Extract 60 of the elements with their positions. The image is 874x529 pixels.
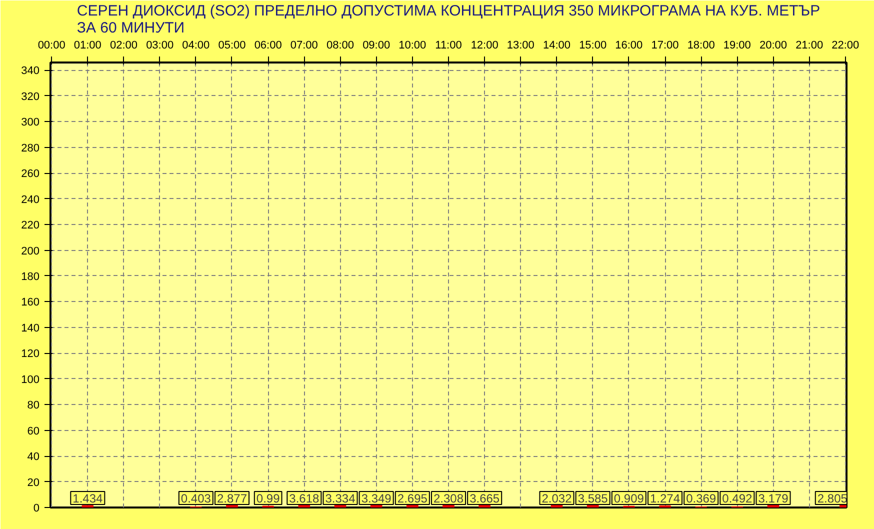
x-tick-label: 05:00 xyxy=(218,40,246,52)
y-tick-label: 160 xyxy=(21,296,40,309)
data-label: 0.369 xyxy=(686,492,716,506)
x-tick-label: 09:00 xyxy=(362,40,390,52)
x-tick-label: 18:00 xyxy=(687,40,715,52)
x-tick-label: 06:00 xyxy=(254,40,282,52)
data-label: 2.032 xyxy=(542,492,572,506)
data-label: 2.308 xyxy=(433,492,464,506)
x-tick-label: 15:00 xyxy=(579,40,607,52)
data-label: 3.179 xyxy=(758,492,789,506)
data-label: 0.492 xyxy=(722,492,753,506)
x-tick-label: 08:00 xyxy=(326,40,354,52)
y-tick-label: 300 xyxy=(21,116,40,129)
data-label: 1.434 xyxy=(72,492,104,506)
y-tick-label: 340 xyxy=(21,65,40,78)
x-tick-label: 16:00 xyxy=(615,40,643,52)
x-tick-label: 00:00 xyxy=(38,40,66,52)
x-tick-label: 14:00 xyxy=(542,40,571,52)
data-label: 0.99 xyxy=(256,492,280,506)
x-tick-label: 20:00 xyxy=(759,40,788,52)
x-tick-label: 11:00 xyxy=(435,40,462,52)
y-tick-label: 20 xyxy=(27,476,40,489)
data-label: 3.618 xyxy=(289,492,320,506)
data-label: 0.403 xyxy=(180,492,212,506)
y-tick-label: 200 xyxy=(21,245,40,258)
data-label: 0.909 xyxy=(614,492,644,506)
data-label: 3.665 xyxy=(470,492,500,506)
y-tick-label: 320 xyxy=(21,90,40,103)
y-tick-label: 120 xyxy=(21,348,40,360)
x-tick-label: 10:00 xyxy=(398,40,426,52)
y-tick-label: 180 xyxy=(21,270,40,283)
x-tick-label: 03:00 xyxy=(146,40,174,52)
data-label: 3.585 xyxy=(578,492,608,506)
y-tick-label: 40 xyxy=(27,451,40,464)
x-tick-label: 17:00 xyxy=(651,40,679,52)
y-tick-label: 140 xyxy=(21,322,40,334)
x-tick-label: 12:00 xyxy=(470,40,498,52)
data-label: 3.349 xyxy=(361,492,392,506)
x-tick-label: 22:00 xyxy=(832,40,860,52)
data-label: 2.805 xyxy=(817,492,848,506)
x-tick-label: 02:00 xyxy=(110,40,138,52)
y-tick-label: 240 xyxy=(21,194,40,206)
x-tick-label: 21:00 xyxy=(796,40,824,52)
y-tick-label: 280 xyxy=(21,142,40,154)
data-label: 2.695 xyxy=(397,492,428,506)
x-tick-label: 07:00 xyxy=(290,40,318,52)
y-tick-label: 100 xyxy=(21,374,40,386)
x-tick-label: 01:00 xyxy=(74,40,102,52)
x-tick-label: 13:00 xyxy=(506,40,534,52)
data-label: 2.877 xyxy=(216,492,248,506)
x-tick-label: 19:00 xyxy=(723,40,751,52)
y-tick-label: 80 xyxy=(27,400,40,412)
data-label: 3.334 xyxy=(325,492,356,506)
y-tick-label: 220 xyxy=(21,220,40,232)
chart-title: СЕРЕН ДИОКСИД (SO2) ПРЕДЕЛНО ДОПУСТИМА КОНЦЕНТРАЦИЯ 350 МИКРОГРАМА НА КУБ. МЕТЪР ЗА 60 МИНУТИ xyxy=(76,2,820,36)
y-tick-label: 260 xyxy=(21,168,40,180)
data-label: 1.274 xyxy=(650,492,680,506)
y-tick-label: 0 xyxy=(33,502,40,514)
x-tick-label: 04:00 xyxy=(182,40,210,52)
y-tick-label: 60 xyxy=(27,425,40,438)
